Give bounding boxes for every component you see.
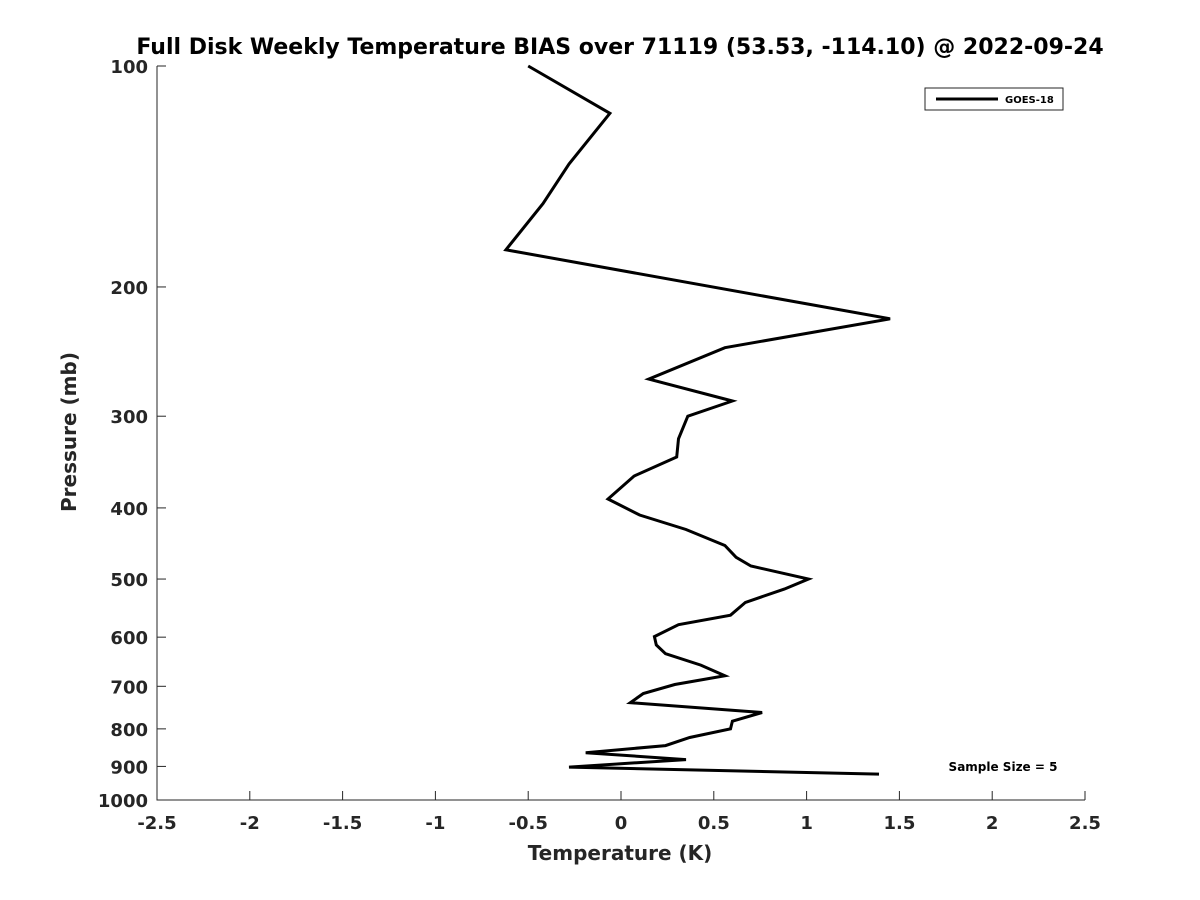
- axis-frame: [156, 66, 1085, 801]
- x-tick-label: 1: [800, 813, 813, 834]
- y-tick-label: 100: [110, 57, 148, 78]
- legend-label-goes-18: GOES-18: [1005, 95, 1054, 106]
- x-axis: -2.5 -2 -1.5 -1 -0.5 0 0.5 1 1.5 2 2.5: [137, 791, 1101, 834]
- sample-size-annotation: Sample Size = 5: [949, 760, 1058, 774]
- x-tick-label: -0.5: [509, 813, 548, 834]
- x-axis-label: Temperature (K): [528, 841, 713, 865]
- series-line-goes-18: [503, 64, 891, 776]
- y-tick-label: 900: [110, 757, 148, 778]
- y-tick-label: 800: [110, 720, 148, 741]
- y-tick-label: 400: [110, 499, 148, 520]
- x-tick-label: 2: [986, 813, 999, 834]
- x-tick-label: 1.5: [883, 813, 915, 834]
- x-tick-label: 2.5: [1069, 813, 1101, 834]
- x-tick-label: -1: [425, 813, 445, 834]
- x-tick-label: -1.5: [323, 813, 362, 834]
- y-tick-label: 600: [110, 628, 148, 649]
- y-axis: 100 200 300 400 500 600 700 800 900 1000: [98, 57, 166, 812]
- x-tick-label: 0: [615, 813, 628, 834]
- x-tick-label: -2.5: [137, 813, 176, 834]
- chart-title: Full Disk Weekly Temperature BIAS over 7…: [136, 35, 1103, 60]
- y-axis-label: Pressure (mb): [57, 352, 81, 512]
- y-tick-label: 700: [110, 677, 148, 698]
- x-tick-label: -2: [240, 813, 260, 834]
- plot-area: -2.5 -2 -1.5 -1 -0.5 0 0.5 1 1.5 2 2.5 100 200 300 40…: [98, 57, 1101, 834]
- y-tick-label: 300: [110, 407, 148, 428]
- y-tick-label: 500: [110, 570, 148, 591]
- y-tick-label: 200: [110, 278, 148, 299]
- x-tick-label: 0.5: [698, 813, 730, 834]
- legend: GOES-18: [924, 87, 1064, 111]
- y-tick-label: 1000: [98, 791, 148, 812]
